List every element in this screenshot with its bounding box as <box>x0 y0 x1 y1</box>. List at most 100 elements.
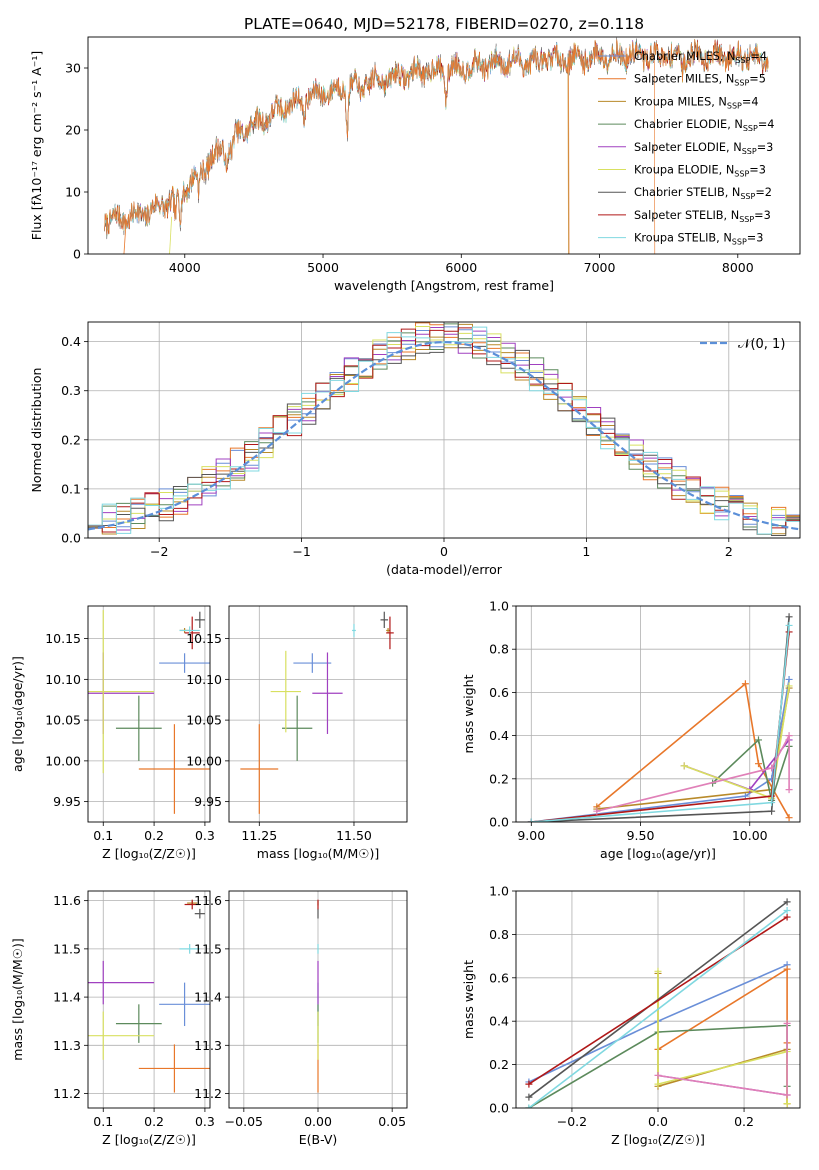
weight-marker <box>785 675 793 683</box>
legend-entry: Chabrier STELIB, NSSP=2 <box>634 186 772 201</box>
axes-frame <box>515 890 801 1109</box>
spectrum-edge-salpeter-miles <box>123 222 127 254</box>
y-tick-label: 0.2 <box>489 771 509 786</box>
legend-entry: Salpeter STELIB, NSSP=3 <box>634 209 771 224</box>
y-tick-label: 11.5 <box>53 941 81 956</box>
errorbar-point <box>184 899 200 910</box>
axes-frame <box>515 605 801 823</box>
y-tick-label: 11.5 <box>194 941 222 956</box>
y-tick-label: 10.10 <box>45 672 81 687</box>
errorbar-point <box>115 1004 162 1043</box>
weight-marker <box>783 913 791 921</box>
legend-entry: Chabrier ELODIE, NSSP=4 <box>634 118 774 133</box>
x-axis-label: Z [log₁₀(Z/Z☉)] <box>102 1132 196 1147</box>
weight-marker <box>785 682 793 690</box>
y-tick-label: 11.2 <box>194 1086 222 1101</box>
x-tick-label: 2 <box>725 544 733 559</box>
weight-marker <box>783 1019 791 1027</box>
panel-residual_hist: −2 −1 0 1 2 0.0 0.1 0.2 0.3 0.4 (data-model)/error… <box>29 321 801 577</box>
errorbar-point <box>115 695 162 761</box>
y-tick-label: 10.00 <box>186 753 222 768</box>
x-tick-label: 0.3 <box>195 1114 215 1129</box>
y-tick-label: 10.10 <box>186 672 222 687</box>
y-tick-label: 9.95 <box>53 794 81 809</box>
weight-marker <box>785 814 793 822</box>
x-tick-label: 5000 <box>307 260 339 275</box>
errorbar-point <box>179 626 200 635</box>
y-tick-label: 10 <box>65 185 81 200</box>
y-tick-label: 0.4 <box>489 728 509 743</box>
errorbar-point <box>352 623 356 637</box>
hist-chabrier-stelib <box>88 322 800 537</box>
axes-frame <box>228 890 408 1109</box>
x-tick-label: 0.05 <box>378 1114 406 1129</box>
weight-line <box>528 909 788 1108</box>
axes-frame <box>87 36 801 255</box>
y-tick-label: 0.4 <box>489 1014 509 1029</box>
legend-entry: Salpeter ELODIE, NSSP=3 <box>634 141 773 156</box>
x-tick-label: 9.50 <box>627 828 655 843</box>
legend-entry: Salpeter MILES, NSSP=5 <box>634 73 766 88</box>
spectrum-edge-kroupa-elodie <box>169 216 173 254</box>
errorbar-point <box>270 650 301 733</box>
hist-salpeter-stelib <box>88 327 800 535</box>
x-tick-label: 0.1 <box>93 828 113 843</box>
grid-mass_vs_Z <box>88 891 210 1108</box>
weight-marker <box>783 1091 791 1099</box>
x-tick-label: 1 <box>582 544 590 559</box>
errorbar-point <box>194 611 205 629</box>
errorbar-point <box>88 960 155 1005</box>
y-axis-label: mass weight <box>461 960 476 1039</box>
plot-area-weight_vs_age <box>527 613 793 822</box>
weight-marker <box>783 965 791 973</box>
y-tick-label: 10.15 <box>45 631 81 646</box>
errorbar-point <box>312 652 343 734</box>
weight-marker <box>525 1093 533 1101</box>
y-tick-label: 0 <box>73 247 81 262</box>
y-tick-label: 0.2 <box>489 1057 509 1072</box>
weight-marker <box>785 786 793 794</box>
y-tick-label: 0.0 <box>489 1101 509 1116</box>
plot-area-weight_vs_Z <box>525 898 791 1108</box>
weight-marker <box>754 760 762 768</box>
weight-marker <box>783 907 791 915</box>
x-tick-label: 0.0 <box>648 1114 668 1129</box>
y-tick-label: 30 <box>65 61 81 76</box>
spectrum-line-salpeter-miles <box>104 39 769 254</box>
axes-frame <box>87 605 211 823</box>
y-axis-label: age [log₁₀(age/yr)] <box>10 656 25 772</box>
y-axis-label: Normed distribution <box>29 368 44 493</box>
weight-line <box>596 734 790 812</box>
y-tick-label: 0.0 <box>489 815 509 830</box>
weight-marker <box>783 1100 791 1108</box>
weight-marker <box>654 967 662 975</box>
x-tick-label: 0.3 <box>195 828 215 843</box>
x-axis-label: E(B-V) <box>299 1132 338 1147</box>
errorbar-point <box>179 944 200 954</box>
x-axis-label: Z [log₁₀(Z/Z☉)] <box>611 1132 705 1147</box>
x-tick-label: 6000 <box>445 260 477 275</box>
weight-marker <box>768 807 776 815</box>
x-axis-label: age [log₁₀(age/yr)] <box>600 846 716 861</box>
x-tick-label: 4000 <box>169 260 201 275</box>
errorbar-point <box>159 982 210 1027</box>
x-axis-label: Z [log₁₀(Z/Z☉)] <box>102 846 196 861</box>
errorbar-point <box>159 653 210 673</box>
y-tick-label: 0.1 <box>61 481 81 496</box>
y-tick-label: 10.05 <box>186 713 222 728</box>
y-tick-label: 1.0 <box>489 884 509 899</box>
plot-area-spectrum <box>104 37 769 254</box>
weight-marker <box>754 736 762 744</box>
x-tick-label: 11.25 <box>241 828 277 843</box>
y-tick-label: 0.3 <box>61 383 81 398</box>
weight-line <box>528 916 788 1085</box>
weight-marker <box>783 898 791 906</box>
errorbar-point <box>88 610 155 774</box>
plot-area-age_vs_mass <box>240 611 394 814</box>
x-tick-label: 9.00 <box>517 828 545 843</box>
y-tick-label: 0.6 <box>489 685 509 700</box>
grid-residual_hist <box>88 322 800 539</box>
y-tick-label: 0.8 <box>489 642 509 657</box>
grid-age_vs_mass <box>229 606 407 822</box>
